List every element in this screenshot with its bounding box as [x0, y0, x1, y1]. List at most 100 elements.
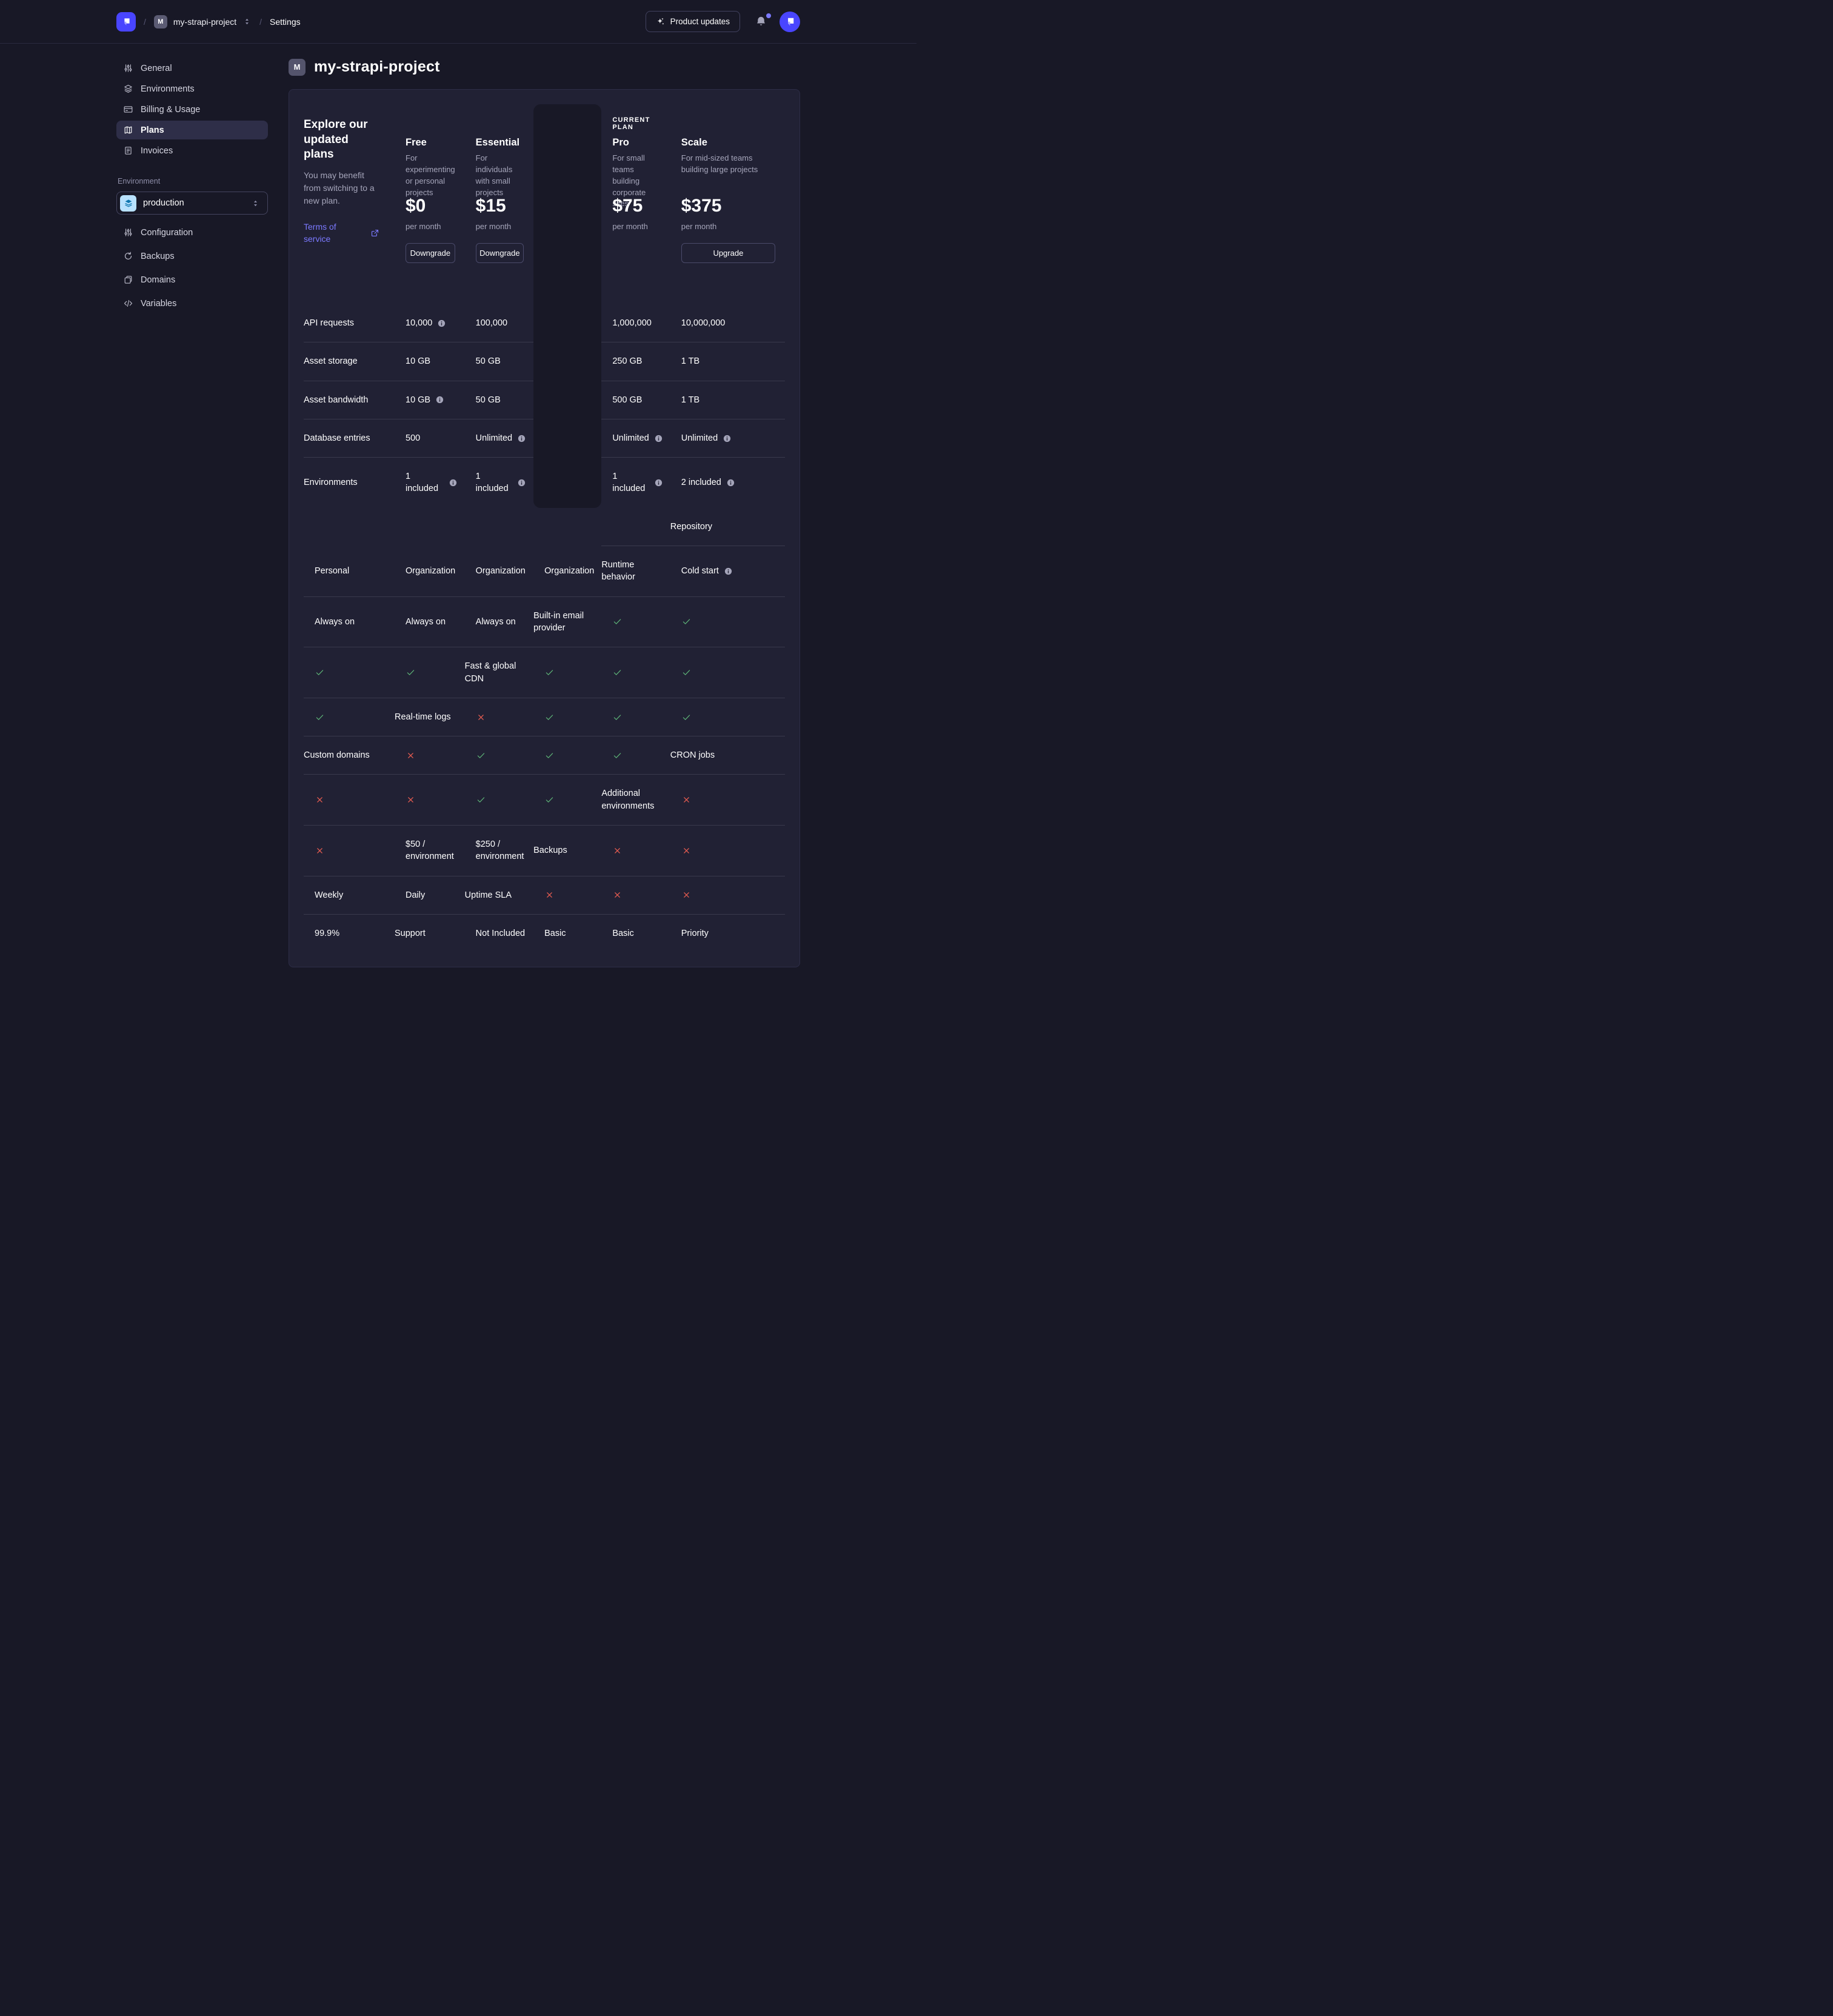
feature-value-scale: [304, 697, 395, 736]
feature-value-scale: Always on: [464, 596, 534, 647]
info-icon[interactable]: [517, 434, 526, 443]
plans-intro-heading: Explore our updated plans: [304, 118, 368, 161]
downgrade-button[interactable]: Downgrade: [406, 243, 455, 263]
feature-value-scale: [395, 647, 465, 698]
feature-value-pro: Basic: [601, 913, 670, 952]
feature-value-essential: Organization: [395, 546, 465, 596]
plan-name: Scale: [681, 137, 707, 148]
chevron-up-down-icon: [242, 17, 252, 26]
cross-icon: [681, 890, 692, 900]
notification-dot: [766, 13, 771, 18]
terms-of-service-label: Terms of service: [304, 222, 336, 244]
strapi-avatar-icon: [784, 16, 796, 28]
feature-value-scale: 1 TB: [670, 380, 785, 419]
info-icon[interactable]: [435, 395, 444, 404]
feature-value-essential: [395, 774, 465, 825]
sidebar-item-configuration[interactable]: Configuration: [116, 223, 268, 242]
check-icon: [612, 616, 623, 627]
current-plan-label: [406, 104, 455, 137]
info-icon[interactable]: [654, 434, 663, 443]
page-title: my-strapi-project: [314, 58, 440, 75]
sidebar-item-domains[interactable]: Domains: [116, 270, 268, 289]
feature-row-label: Support: [395, 913, 465, 952]
plan-price: $375: [681, 196, 722, 216]
environment-select[interactable]: production: [116, 192, 268, 215]
feature-value-essential: [601, 875, 670, 914]
info-icon[interactable]: [437, 319, 446, 328]
external-link-icon: [370, 228, 380, 238]
sidebar-item-label: General: [141, 63, 172, 73]
feature-value-free: [670, 774, 785, 825]
feature-value-text: Daily: [406, 890, 426, 900]
info-icon[interactable]: [726, 478, 735, 487]
feature-value-text: 1 TB: [681, 356, 700, 367]
sidebar: General Environments Billing & Usage Plans I…: [116, 44, 268, 967]
feature-value-essential: [670, 825, 785, 876]
feature-value-free: [533, 647, 602, 698]
sidebar-item-environments[interactable]: Environments: [116, 79, 268, 98]
info-icon[interactable]: [517, 478, 526, 487]
breadcrumb-project-name: my-strapi-project: [173, 16, 237, 27]
sidebar-item-general[interactable]: General: [116, 59, 268, 78]
feature-value-text: 1 included: [406, 472, 439, 494]
feature-row-label: Asset bandwidth: [304, 380, 395, 419]
breadcrumb-separator: /: [259, 16, 262, 27]
feature-value-essential: [601, 647, 670, 698]
downgrade-button[interactable]: Downgrade: [475, 243, 524, 263]
terms-of-service-link[interactable]: Terms of service: [304, 221, 380, 245]
feature-value-text: 500: [406, 433, 421, 443]
breadcrumb-settings[interactable]: Settings: [270, 16, 301, 27]
cross-icon: [315, 795, 325, 805]
project-switcher[interactable]: M my-strapi-project: [153, 15, 252, 28]
notifications-button[interactable]: [755, 13, 771, 28]
feature-row-label: Uptime SLA: [464, 875, 534, 914]
feature-value-free: 10 GB: [395, 342, 465, 380]
sidebar-item-backups[interactable]: Backups: [116, 247, 268, 265]
sidebar-item-variables[interactable]: Variables: [116, 294, 268, 313]
feature-row-label: Runtime behavior: [601, 546, 670, 596]
feature-value-text: Always on: [475, 616, 516, 627]
feature-row-label: Built-in email provider: [533, 596, 602, 647]
feature-value-text: Priority: [681, 928, 709, 938]
invoice-icon: [123, 145, 133, 156]
product-updates-button[interactable]: Product updates: [645, 11, 740, 32]
top-navigation-bar: / M my-strapi-project / Settings Product…: [0, 0, 916, 44]
feature-value-scale: 1 TB: [670, 342, 785, 380]
check-icon: [476, 750, 486, 761]
sidebar-item-label: Backups: [141, 251, 175, 261]
plan-column-scale: Scale For mid-sized teams building large …: [670, 104, 785, 304]
feature-value-essential: 50 GB: [464, 380, 534, 419]
feature-value-pro: 500 GB: [601, 380, 670, 419]
feature-value-text: 50 GB: [475, 395, 501, 405]
feature-value-pro: $50 / environment: [395, 825, 465, 876]
page-header: M my-strapi-project: [289, 58, 800, 76]
feature-value-text: Cold start: [681, 566, 719, 576]
plan-period: per month: [475, 222, 512, 231]
feature-value-scale: [601, 736, 670, 774]
feature-value-pro: [670, 647, 785, 698]
info-icon[interactable]: [723, 434, 732, 443]
upgrade-button[interactable]: Upgrade: [681, 243, 775, 263]
strapi-logo-button[interactable]: [116, 12, 136, 32]
feature-row-label: Asset storage: [304, 342, 395, 380]
avatar[interactable]: [780, 11, 800, 32]
feature-value-pro: Unlimited: [601, 418, 670, 457]
feature-value-text: 2 included: [681, 478, 721, 488]
cross-icon: [681, 846, 692, 856]
info-icon[interactable]: [724, 567, 733, 576]
info-icon[interactable]: [654, 478, 663, 487]
feature-value-pro: [304, 647, 395, 698]
environment-chip: [120, 195, 136, 212]
chevron-up-down-icon: [251, 199, 260, 208]
sidebar-item-label: Plans: [141, 125, 164, 135]
sidebar-item-invoices[interactable]: Invoices: [116, 141, 268, 160]
feature-value-free: 1 included: [395, 457, 465, 508]
cross-icon: [476, 712, 486, 723]
feature-value-scale: 99.9%: [304, 913, 395, 952]
sidebar-item-billing-usage[interactable]: Billing & Usage: [116, 100, 268, 119]
check-icon: [544, 667, 555, 678]
feature-value-pro: [670, 875, 785, 914]
sidebar-item-plans[interactable]: Plans: [116, 121, 268, 139]
info-icon[interactable]: [449, 478, 458, 487]
feature-value-pro: Organization: [465, 546, 533, 596]
